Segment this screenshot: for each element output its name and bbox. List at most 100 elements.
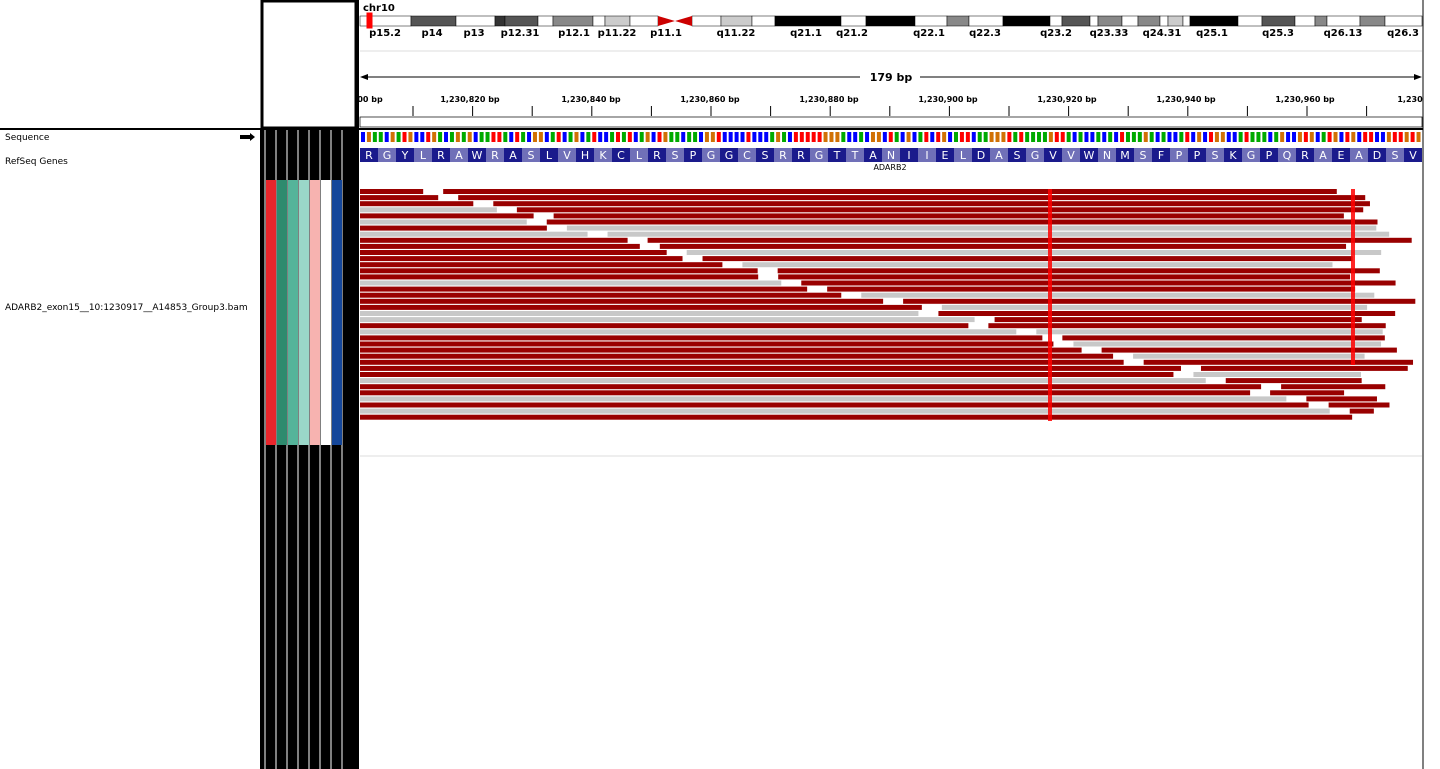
track-name[interactable]: ADARB2_exon15__10:1230917__A14853_Group3… [5, 303, 248, 313]
read[interactable] [360, 353, 1114, 359]
read[interactable] [443, 189, 1337, 194]
codon [1224, 148, 1242, 162]
read[interactable] [553, 213, 1344, 219]
read[interactable] [360, 250, 667, 255]
cytoband [504, 15, 539, 27]
read[interactable] [360, 256, 683, 262]
read[interactable] [360, 219, 527, 225]
cytoband-label: q22.1 [913, 28, 945, 39]
read[interactable] [686, 250, 1382, 255]
read[interactable] [777, 268, 1380, 274]
read[interactable] [994, 317, 1362, 323]
read[interactable] [360, 207, 497, 213]
base [485, 132, 490, 142]
read[interactable] [360, 378, 1206, 384]
read[interactable] [360, 396, 1287, 402]
base [687, 132, 692, 142]
amino-acid: V [563, 149, 571, 162]
read[interactable] [659, 243, 1347, 249]
base [1256, 132, 1261, 142]
base [995, 132, 1000, 142]
read[interactable] [360, 237, 628, 243]
read[interactable] [360, 286, 808, 292]
read[interactable] [360, 274, 759, 280]
track-name[interactable]: Sequence [5, 133, 50, 143]
read[interactable] [742, 262, 1333, 268]
read[interactable] [360, 189, 424, 194]
read[interactable] [1036, 329, 1383, 335]
read[interactable] [1101, 347, 1397, 353]
read[interactable] [1143, 359, 1414, 365]
read[interactable] [1062, 335, 1385, 341]
read[interactable] [360, 347, 1082, 353]
read[interactable] [360, 414, 1353, 420]
base [1238, 132, 1243, 142]
attribute-cell[interactable] [277, 180, 287, 445]
attribute-cell[interactable] [332, 180, 342, 445]
read[interactable] [903, 298, 1416, 304]
read[interactable] [360, 329, 1017, 335]
read[interactable] [938, 311, 1396, 316]
read[interactable] [360, 384, 1262, 390]
attribute-cell[interactable] [288, 180, 298, 445]
read[interactable] [360, 262, 723, 268]
read[interactable] [1270, 390, 1345, 396]
read[interactable] [360, 298, 884, 304]
read[interactable] [1328, 402, 1390, 408]
read[interactable] [360, 304, 922, 310]
read[interactable] [360, 365, 1181, 371]
read[interactable] [516, 207, 1364, 213]
read[interactable] [941, 304, 1368, 310]
attribute-cell[interactable] [299, 180, 309, 445]
codon [1332, 148, 1350, 162]
base [580, 132, 585, 142]
read[interactable] [458, 195, 1366, 201]
read[interactable] [360, 359, 1124, 365]
read[interactable] [546, 219, 1378, 225]
read[interactable] [1281, 384, 1386, 390]
read[interactable] [360, 372, 1174, 377]
read[interactable] [1225, 378, 1362, 384]
read[interactable] [360, 201, 474, 207]
read[interactable] [360, 280, 782, 286]
read[interactable] [360, 335, 1043, 341]
read[interactable] [801, 280, 1396, 286]
attribute-cell[interactable] [310, 180, 320, 445]
read[interactable] [566, 225, 1377, 231]
read[interactable] [360, 317, 975, 323]
read[interactable] [988, 323, 1386, 329]
read[interactable] [360, 341, 1054, 347]
read[interactable] [702, 256, 1353, 262]
read[interactable] [360, 311, 919, 316]
read[interactable] [607, 231, 1390, 237]
read[interactable] [360, 292, 842, 298]
current-region [366, 12, 373, 29]
read[interactable] [647, 237, 1412, 243]
read[interactable] [360, 402, 1309, 408]
track-name[interactable]: RefSeq Genes [5, 157, 68, 167]
read[interactable] [360, 408, 1330, 414]
read[interactable] [360, 213, 534, 219]
read[interactable] [360, 225, 547, 231]
base [1167, 132, 1172, 142]
read[interactable] [360, 195, 439, 201]
read[interactable] [1133, 353, 1365, 359]
read[interactable] [1200, 365, 1408, 371]
read[interactable] [1349, 408, 1374, 414]
read[interactable] [360, 231, 588, 237]
read[interactable] [1193, 372, 1362, 377]
read[interactable] [360, 268, 758, 274]
read[interactable] [1073, 341, 1382, 347]
read[interactable] [861, 292, 1375, 298]
read[interactable] [493, 201, 1370, 207]
read[interactable] [1306, 396, 1377, 402]
attribute-cell[interactable] [321, 180, 331, 445]
read[interactable] [360, 390, 1251, 396]
read[interactable] [827, 286, 1356, 292]
base [716, 132, 721, 142]
read[interactable] [360, 323, 969, 329]
attribute-cell[interactable] [266, 180, 276, 445]
read[interactable] [778, 274, 1351, 280]
read[interactable] [360, 243, 640, 249]
arrow [360, 74, 368, 80]
